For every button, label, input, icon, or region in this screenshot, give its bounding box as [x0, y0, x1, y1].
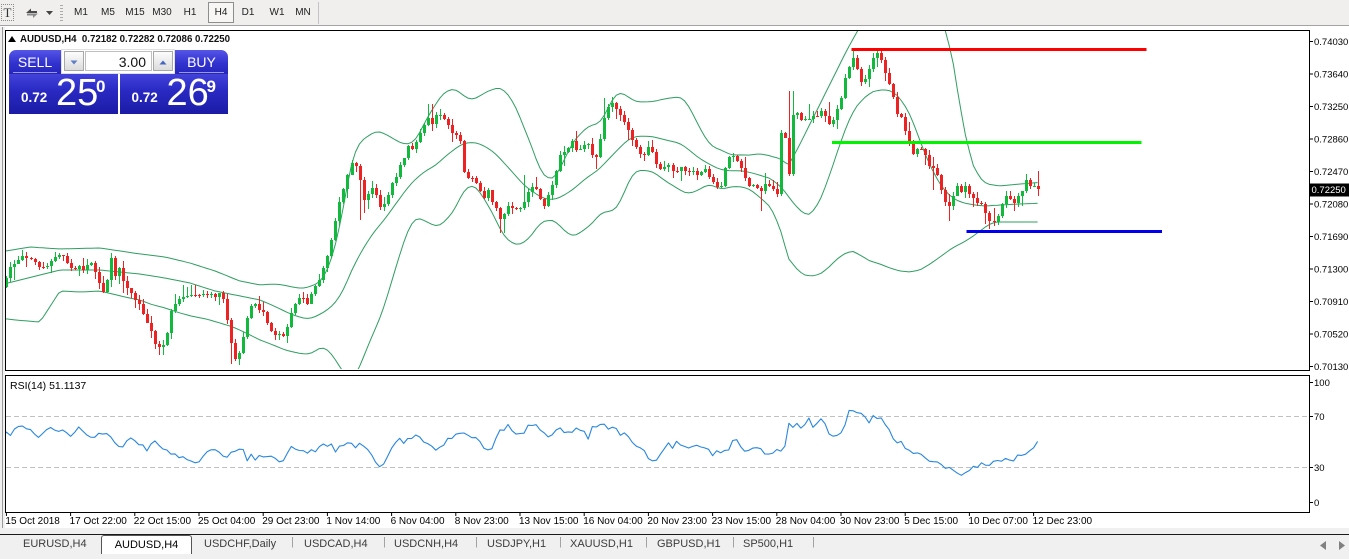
svg-text:20 Nov 23:00: 20 Nov 23:00 — [647, 516, 707, 527]
svg-text:29 Oct 23:00: 29 Oct 23:00 — [262, 516, 320, 527]
svg-text:8 Nov 23:00: 8 Nov 23:00 — [455, 516, 509, 527]
svg-text:0.72470: 0.72470 — [1314, 167, 1348, 178]
svg-text:0.72860: 0.72860 — [1314, 134, 1348, 145]
svg-text:10 Dec 07:00: 10 Dec 07:00 — [968, 516, 1028, 527]
svg-text:100: 100 — [1314, 378, 1330, 389]
svg-text:23 Nov 15:00: 23 Nov 15:00 — [712, 516, 772, 527]
svg-text:0.71300: 0.71300 — [1314, 264, 1348, 275]
svg-text:6 Nov 04:00: 6 Nov 04:00 — [391, 516, 445, 527]
svg-text:25 Oct 04:00: 25 Oct 04:00 — [198, 516, 256, 527]
svg-text:0.72080: 0.72080 — [1314, 199, 1348, 210]
svg-text:0.72250: 0.72250 — [1312, 185, 1346, 196]
svg-text:30: 30 — [1314, 463, 1325, 474]
svg-text:70: 70 — [1314, 412, 1325, 423]
svg-text:12 Dec 23:00: 12 Dec 23:00 — [1033, 516, 1093, 527]
svg-text:16 Nov 04:00: 16 Nov 04:00 — [583, 516, 643, 527]
svg-text:15 Oct 2018: 15 Oct 2018 — [5, 516, 60, 527]
svg-text:28 Nov 04:00: 28 Nov 04:00 — [776, 516, 836, 527]
svg-text:17 Oct 22:00: 17 Oct 22:00 — [70, 516, 128, 527]
svg-text:30 Nov 23:00: 30 Nov 23:00 — [840, 516, 900, 527]
svg-text:5 Dec 15:00: 5 Dec 15:00 — [904, 516, 958, 527]
svg-text:22 Oct 15:00: 22 Oct 15:00 — [134, 516, 192, 527]
svg-text:0.70520: 0.70520 — [1314, 329, 1348, 340]
svg-text:1 Nov 14:00: 1 Nov 14:00 — [326, 516, 380, 527]
svg-text:0: 0 — [1314, 498, 1319, 509]
svg-text:0.71690: 0.71690 — [1314, 232, 1348, 243]
svg-text:0.73640: 0.73640 — [1314, 69, 1348, 80]
svg-text:0.73250: 0.73250 — [1314, 102, 1348, 113]
svg-text:0.70130: 0.70130 — [1314, 362, 1348, 373]
svg-text:0.70910: 0.70910 — [1314, 297, 1348, 308]
svg-text:13 Nov 15:00: 13 Nov 15:00 — [519, 516, 579, 527]
svg-text:0.74030: 0.74030 — [1314, 37, 1348, 48]
